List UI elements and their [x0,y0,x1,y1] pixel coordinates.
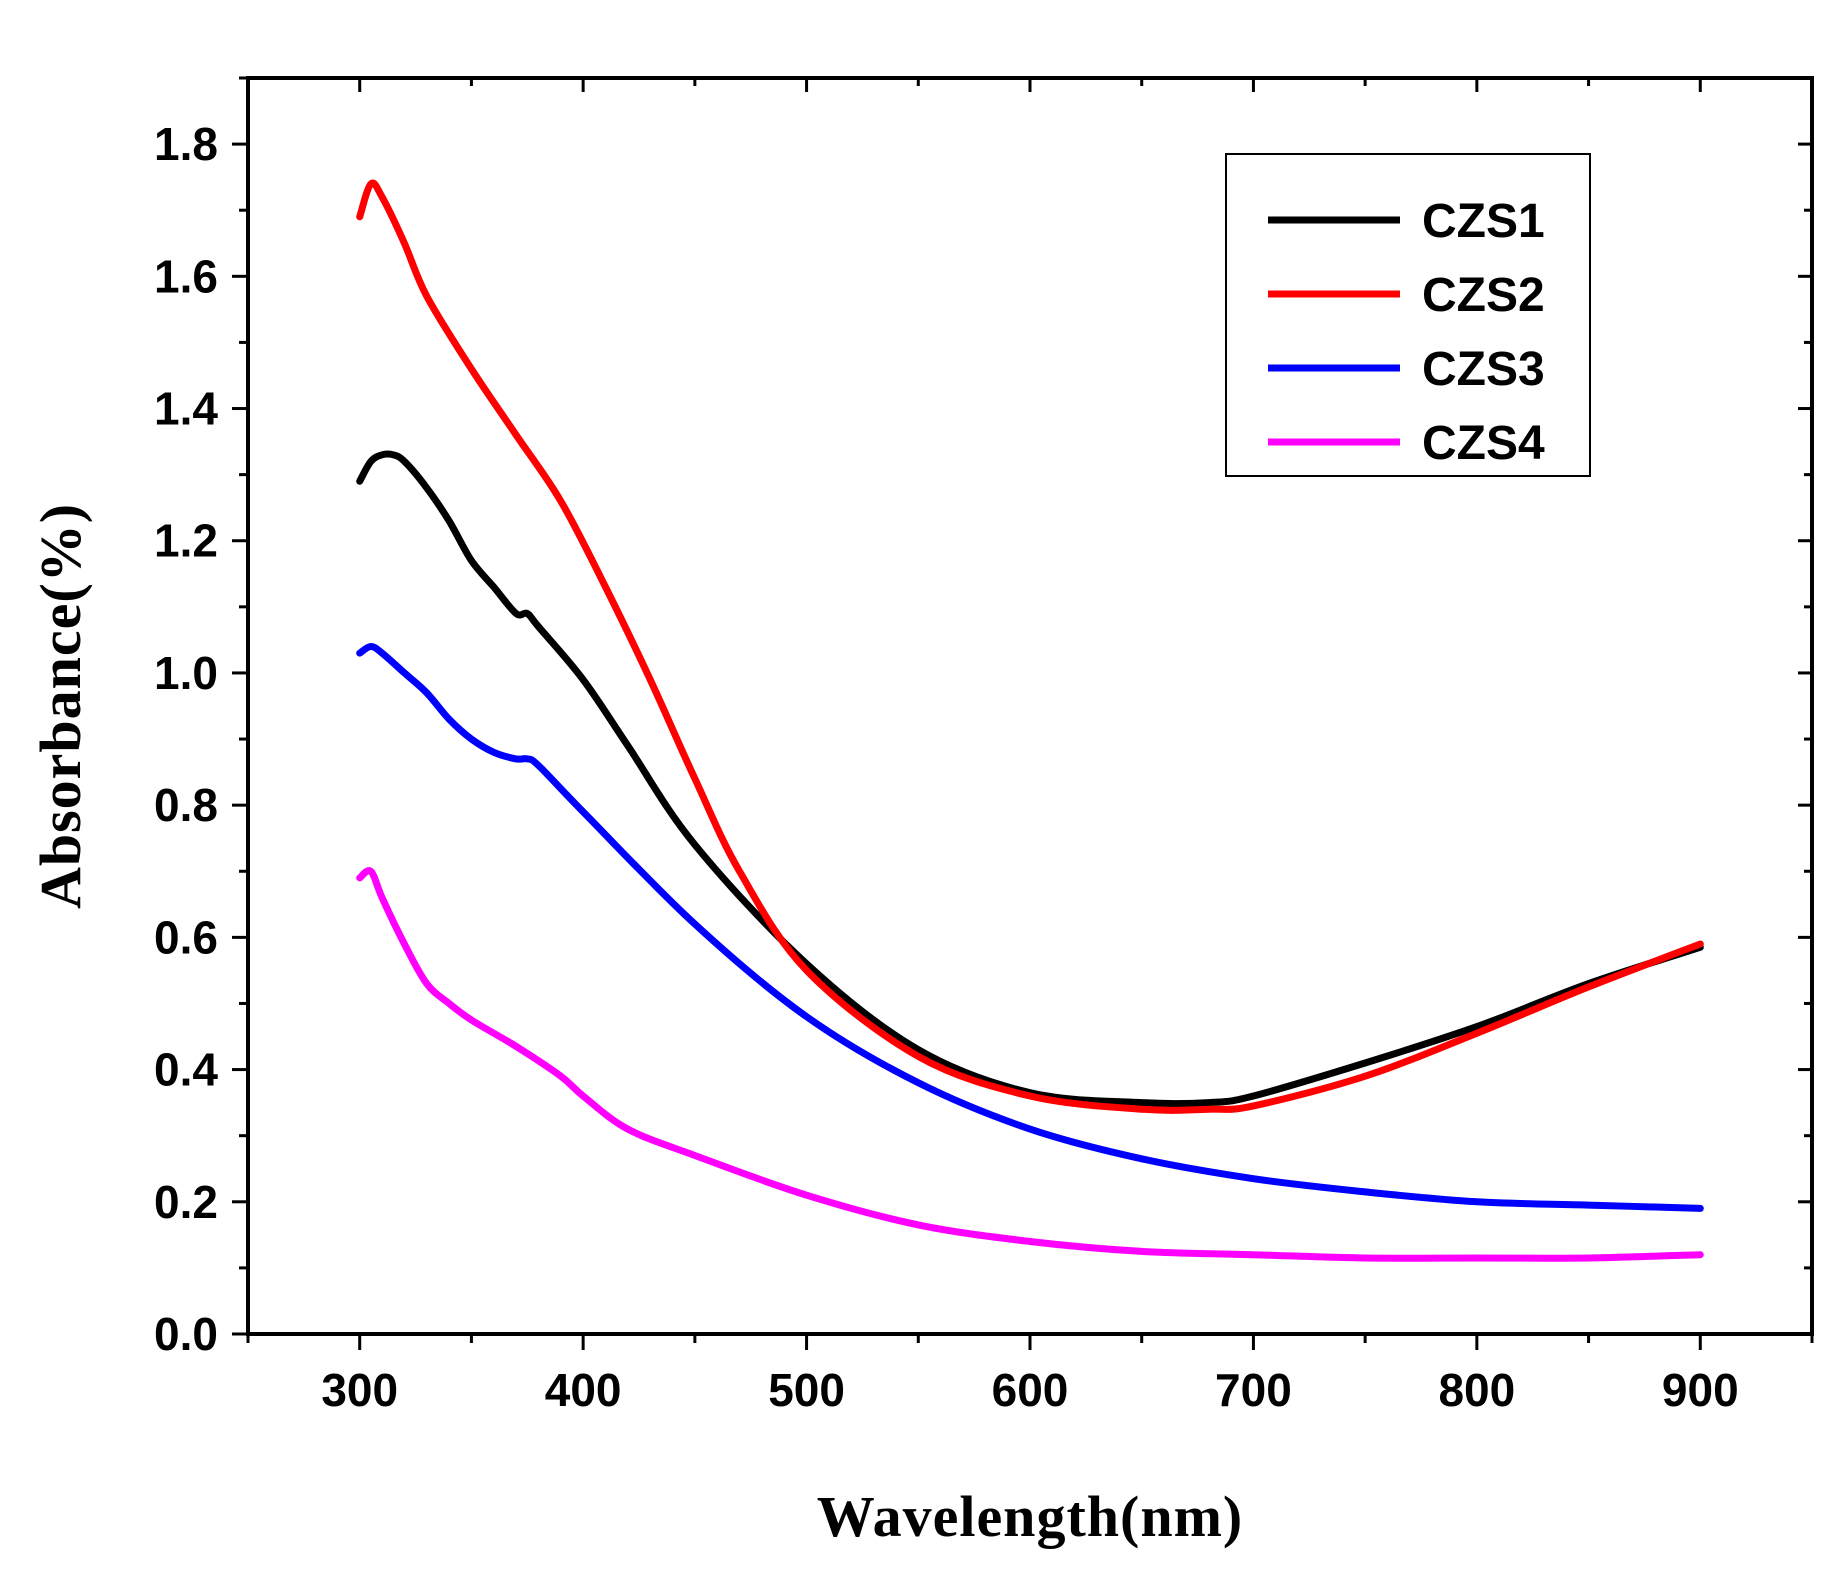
y-tick-label: 0.4 [154,1044,218,1096]
legend: CZS1 CZS2 CZS3 CZS4 [1225,153,1591,477]
x-axis-title: Wavelength(nm) [817,1484,1243,1549]
legend-label: CZS3 [1422,343,1545,396]
series-line-czs3 [356,643,1704,1212]
legend-entry-czs1: CZS1 [1268,195,1545,248]
y-tick-label: 1.0 [154,647,218,699]
x-tick-label: 500 [768,1364,845,1416]
legend-entry-czs4: CZS4 [1268,417,1545,470]
y-tick-label: 0.0 [154,1308,218,1360]
y-tick-label: 0.2 [154,1176,218,1228]
x-tick-label: 700 [1215,1364,1292,1416]
y-tick-label: 0.8 [154,779,218,831]
series-line-czs2 [356,179,1704,1114]
legend-box [1225,153,1591,477]
legend-label: CZS4 [1422,417,1545,470]
x-tick-label: 800 [1438,1364,1515,1416]
series-line-czs1 [356,450,1704,1108]
legend-label: CZS1 [1422,195,1545,248]
legend-entry-czs3: CZS3 [1268,343,1545,396]
y-axis-ticks: 0.0 0.2 0.4 0.6 0.8 1.0 1.2 1.4 1.6 1.8 [154,76,1812,1360]
series-line-czs4 [356,867,1704,1262]
y-axis-title: Absorbance(%) [28,503,93,909]
x-tick-label: 300 [321,1364,398,1416]
y-tick-label: 1.8 [154,118,218,170]
y-tick-label: 1.2 [154,515,218,567]
y-tick-label: 0.6 [154,911,218,963]
plot-frame [246,76,1814,1336]
legend-label: CZS2 [1422,269,1545,322]
x-tick-label: 400 [545,1364,622,1416]
legend-entry-czs2: CZS2 [1268,269,1545,322]
x-tick-label: 600 [992,1364,1069,1416]
series-layer [356,179,1704,1262]
y-tick-label: 1.6 [154,250,218,302]
y-tick-label: 1.4 [154,383,218,435]
x-tick-label: 900 [1662,1364,1739,1416]
